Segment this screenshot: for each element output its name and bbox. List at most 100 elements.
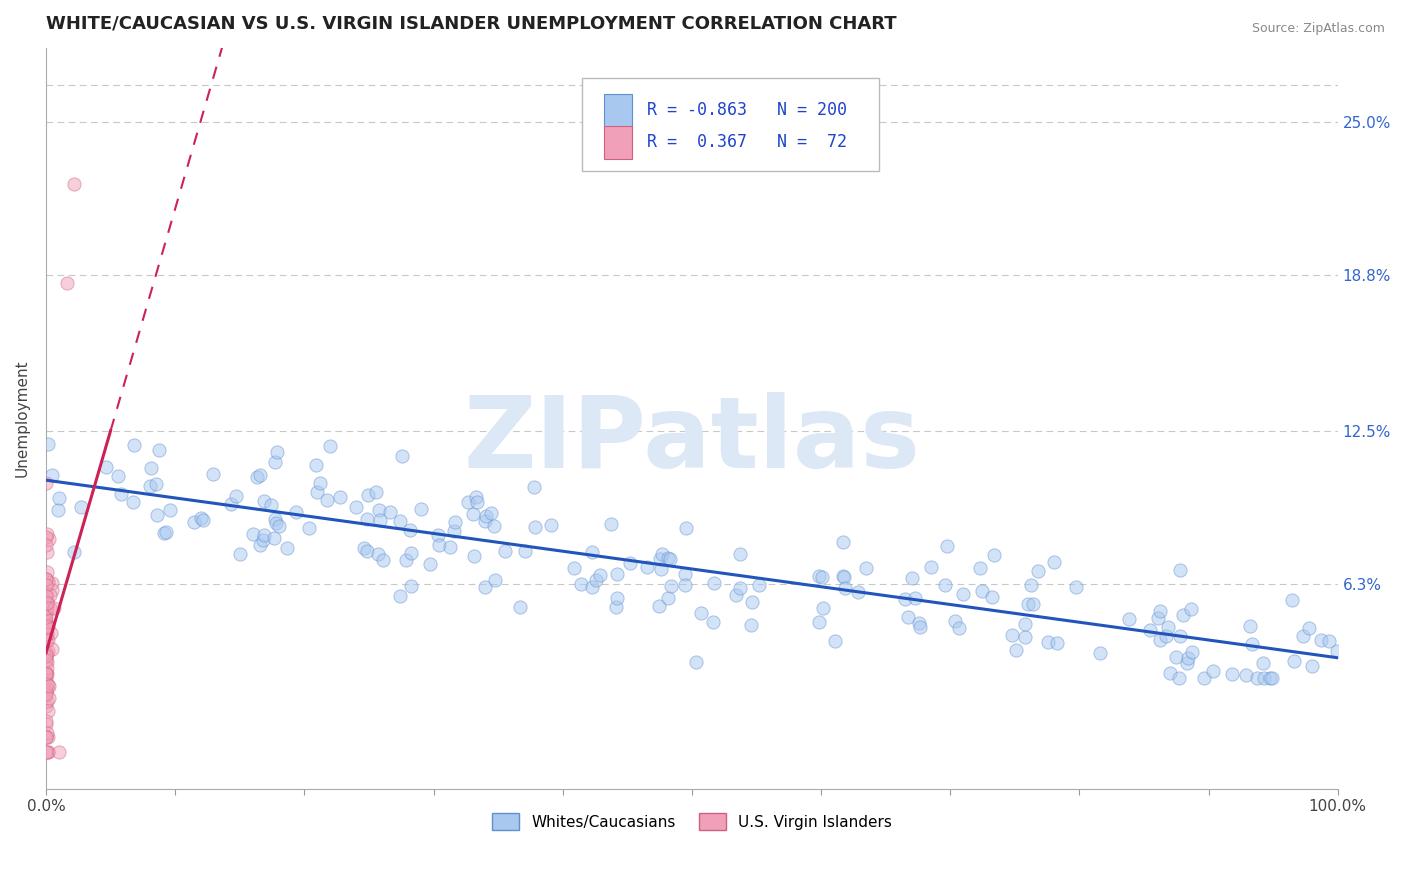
Point bbox=[1014, 617, 1036, 632]
Point bbox=[356, 544, 378, 558]
Point bbox=[463, 549, 485, 563]
Point bbox=[983, 548, 1005, 562]
Point bbox=[1001, 628, 1024, 642]
Point bbox=[63, 177, 86, 191]
Point bbox=[1064, 580, 1087, 594]
Point bbox=[1202, 664, 1225, 678]
Point bbox=[831, 535, 853, 549]
Point bbox=[474, 514, 496, 528]
Point bbox=[741, 595, 763, 609]
Point bbox=[260, 498, 283, 512]
Point bbox=[35, 646, 58, 660]
Point bbox=[35, 600, 58, 615]
Point bbox=[513, 543, 536, 558]
Point bbox=[811, 601, 834, 615]
Point bbox=[606, 591, 628, 605]
Point bbox=[948, 621, 970, 635]
Point bbox=[378, 505, 401, 519]
Point bbox=[35, 634, 58, 648]
Legend: Whites/Caucasians, U.S. Virgin Islanders: Whites/Caucasians, U.S. Virgin Islanders bbox=[485, 806, 898, 837]
Point bbox=[63, 545, 86, 559]
Point bbox=[35, 665, 58, 680]
Point bbox=[308, 475, 330, 490]
Point bbox=[35, 606, 58, 620]
Point bbox=[740, 618, 762, 632]
Point bbox=[35, 731, 58, 745]
Point bbox=[388, 514, 411, 528]
Point bbox=[1146, 610, 1168, 624]
Point bbox=[35, 620, 58, 634]
Point bbox=[1281, 592, 1303, 607]
Point bbox=[904, 591, 927, 605]
Point bbox=[834, 581, 856, 595]
Point bbox=[110, 486, 132, 500]
Point bbox=[252, 533, 274, 548]
Point bbox=[1149, 632, 1171, 647]
Point bbox=[657, 551, 679, 566]
Point bbox=[35, 597, 58, 611]
Point bbox=[969, 561, 991, 575]
Point bbox=[1166, 650, 1188, 665]
Point bbox=[395, 553, 418, 567]
Point bbox=[35, 682, 58, 697]
Point bbox=[1156, 620, 1178, 634]
Point bbox=[35, 687, 58, 701]
Point bbox=[657, 591, 679, 605]
Point bbox=[38, 532, 60, 546]
Point bbox=[811, 570, 834, 584]
Point bbox=[399, 523, 422, 537]
Point bbox=[38, 679, 60, 693]
Point bbox=[183, 515, 205, 529]
Point bbox=[35, 647, 58, 661]
Point bbox=[35, 671, 58, 685]
Point bbox=[728, 547, 751, 561]
Text: WHITE/CAUCASIAN VS U.S. VIRGIN ISLANDER UNEMPLOYMENT CORRELATION CHART: WHITE/CAUCASIAN VS U.S. VIRGIN ISLANDER … bbox=[46, 15, 897, 33]
Point bbox=[1154, 629, 1177, 643]
Point bbox=[1192, 671, 1215, 685]
Point bbox=[1139, 624, 1161, 638]
Point bbox=[284, 505, 307, 519]
Point bbox=[482, 518, 505, 533]
Point bbox=[229, 547, 252, 561]
Point bbox=[35, 666, 58, 681]
Point bbox=[353, 541, 375, 556]
Point bbox=[70, 500, 93, 514]
Point bbox=[648, 551, 671, 566]
Point bbox=[1021, 578, 1043, 592]
Point bbox=[35, 537, 58, 551]
Point bbox=[605, 600, 627, 615]
Point bbox=[464, 491, 486, 505]
Point bbox=[35, 620, 58, 634]
Point bbox=[1088, 646, 1111, 660]
Point bbox=[703, 576, 725, 591]
Point bbox=[371, 552, 394, 566]
Point bbox=[38, 600, 60, 615]
Point bbox=[37, 745, 59, 759]
Point bbox=[399, 546, 422, 560]
Point bbox=[1177, 651, 1199, 665]
Point bbox=[685, 655, 707, 669]
Point bbox=[305, 458, 328, 473]
Point bbox=[329, 490, 352, 504]
Point bbox=[225, 489, 247, 503]
FancyBboxPatch shape bbox=[582, 78, 879, 170]
Point bbox=[145, 508, 167, 523]
Point bbox=[636, 559, 658, 574]
Point bbox=[41, 641, 63, 656]
Point bbox=[219, 497, 242, 511]
Point bbox=[1042, 555, 1064, 569]
Point bbox=[35, 666, 58, 681]
Point bbox=[107, 469, 129, 483]
Point bbox=[465, 495, 488, 509]
Point bbox=[1173, 607, 1195, 622]
Point bbox=[1149, 604, 1171, 618]
Point bbox=[908, 615, 931, 630]
Point bbox=[190, 511, 212, 525]
Point bbox=[35, 530, 58, 544]
Point bbox=[37, 678, 59, 692]
Point bbox=[897, 610, 920, 624]
Point bbox=[1046, 636, 1069, 650]
Point bbox=[658, 552, 681, 566]
Point bbox=[457, 494, 479, 508]
Point bbox=[648, 599, 671, 613]
